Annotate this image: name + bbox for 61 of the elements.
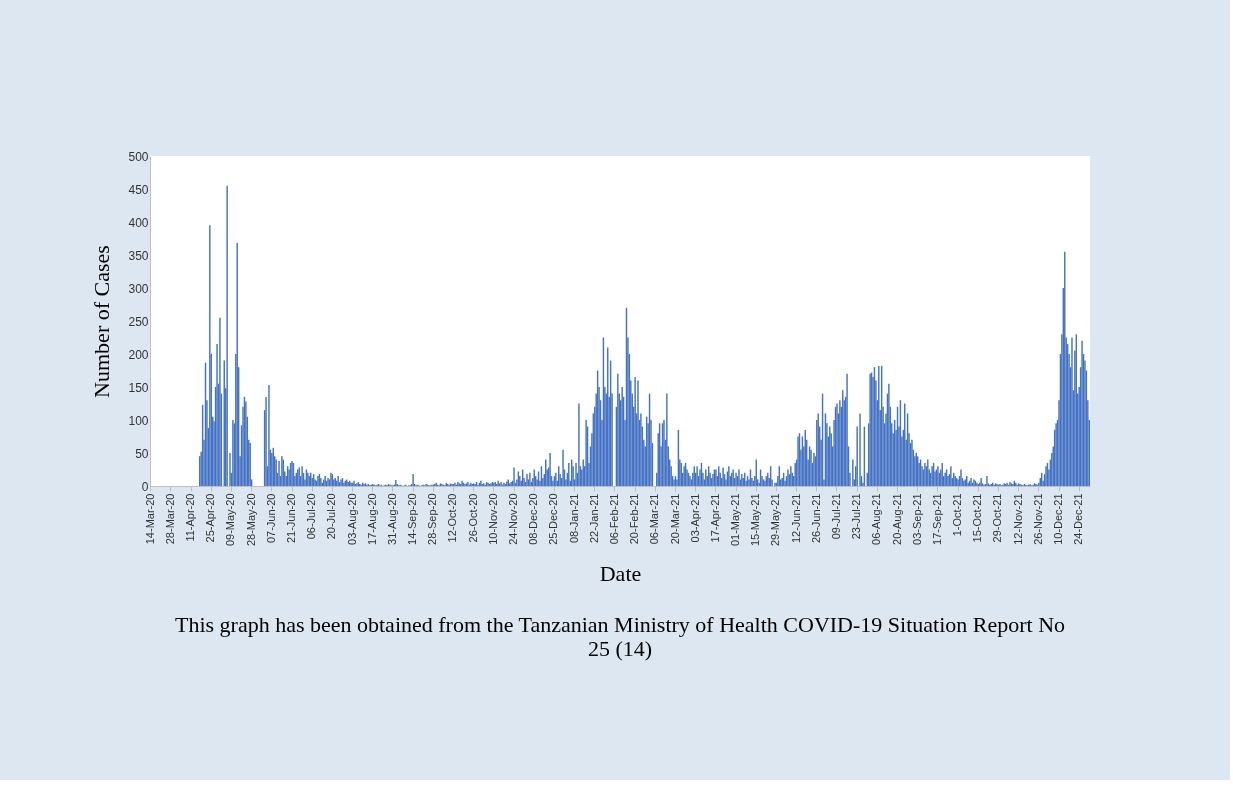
x-tick-label: 06-Feb-21 (607, 493, 620, 545)
x-tick-label: 09-May-20 (224, 493, 237, 547)
y-tick-label: 300 (128, 281, 149, 296)
x-tick-label: 10-Dec-21 (1052, 493, 1064, 545)
x-tick-label: 20-Jul-20 (325, 493, 338, 540)
x-tick-label: 26-Oct-20 (466, 493, 479, 543)
x-tick-label: 17-Sep-21 (930, 493, 943, 545)
x-tick-label: 28-Mar-20 (163, 493, 176, 545)
x-tick-label: 03-Aug-20 (345, 493, 358, 545)
x-tick-label: 31-Aug-20 (385, 493, 398, 545)
y-tick-label: 400 (128, 215, 149, 230)
x-tick-label: 29-May-21 (769, 493, 782, 547)
x-tick-label: 15-May-21 (749, 493, 762, 547)
x-tick-label: 08-Jan-21 (567, 493, 580, 544)
y-axis-title: Number of Cases (89, 245, 115, 398)
y-tick-label: 500 (128, 149, 149, 164)
x-tick-label: 26-Nov-21 (1031, 493, 1044, 545)
y-tick-label: 50 (135, 446, 149, 461)
y-tick-label: 100 (128, 413, 149, 428)
x-tick-label: 06-Mar-21 (648, 493, 661, 545)
x-tick-label: 25-Dec-20 (547, 493, 560, 545)
x-tick-label: 28-May-20 (244, 493, 257, 547)
y-tick-label: 0 (141, 479, 149, 494)
x-tick-label: 12-Jun-21 (789, 493, 802, 544)
x-tick-label: 12-Oct-20 (446, 493, 459, 543)
x-tick-label: 21-Jun-20 (285, 493, 298, 544)
x-tick-label: 03-Apr-21 (688, 493, 701, 543)
x-tick-label: 24-Dec-21 (1072, 493, 1085, 545)
y-tick-label: 350 (128, 248, 149, 263)
y-tick-label: 150 (128, 380, 149, 395)
y-tick-label: 200 (128, 347, 149, 362)
x-tick-label: 07-Jun-20 (264, 493, 277, 544)
x-tick-label: 24-Nov-20 (507, 493, 520, 545)
x-tick-label: 1-Oct-21 (951, 493, 964, 537)
x-tick-label: 15-Oct-21 (971, 493, 984, 543)
x-tick-label: 08-Dec-20 (527, 493, 540, 545)
text: This graph has been obtained from the Tanzanian Ministry of Health COVID-19 Situation Report No 25 (14) (174, 611, 1066, 661)
x-tick-label: 06-Jul-20 (305, 493, 318, 540)
x-axis-title: Date (599, 561, 642, 587)
x-tick-label: 06-Aug-21 (870, 493, 883, 545)
x-tick-label: 20-Mar-21 (668, 493, 681, 545)
x-tick-label: 26-Jun-21 (809, 493, 822, 544)
x-tick-label: 20-Feb-21 (628, 493, 641, 545)
x-tick-label: 20-Aug-21 (890, 493, 903, 545)
y-tick-label: 250 (128, 314, 149, 329)
x-tick-label: 17-Aug-20 (365, 493, 378, 545)
x-tick-label: 29-Oct-21 (991, 493, 1004, 543)
x-tick-label: 22-Jan-21 (587, 493, 600, 544)
x-tick-label: 12-Nov-21 (1011, 493, 1024, 545)
x-tick-label: 14-Sep-20 (406, 493, 419, 545)
x-tick-label: 17-Apr-21 (708, 493, 721, 543)
x-tick-label: 03-Sep-21 (910, 493, 923, 545)
x-tick-label: 25-Apr-20 (204, 493, 217, 543)
x-tick-label: 11-Apr-20 (184, 493, 197, 542)
x-tick-label: 14-Mar-20 (143, 493, 156, 545)
x-tick-label: 10-Nov-20 (486, 493, 499, 545)
y-tick-label: 450 (128, 182, 149, 197)
x-tick-label: 09-Jul-21 (829, 493, 842, 540)
x-tick-label: 28-Sep-20 (426, 493, 439, 545)
x-tick-label: 23-Jul-21 (850, 493, 863, 540)
x-tick-label: 01-May-21 (729, 493, 742, 547)
